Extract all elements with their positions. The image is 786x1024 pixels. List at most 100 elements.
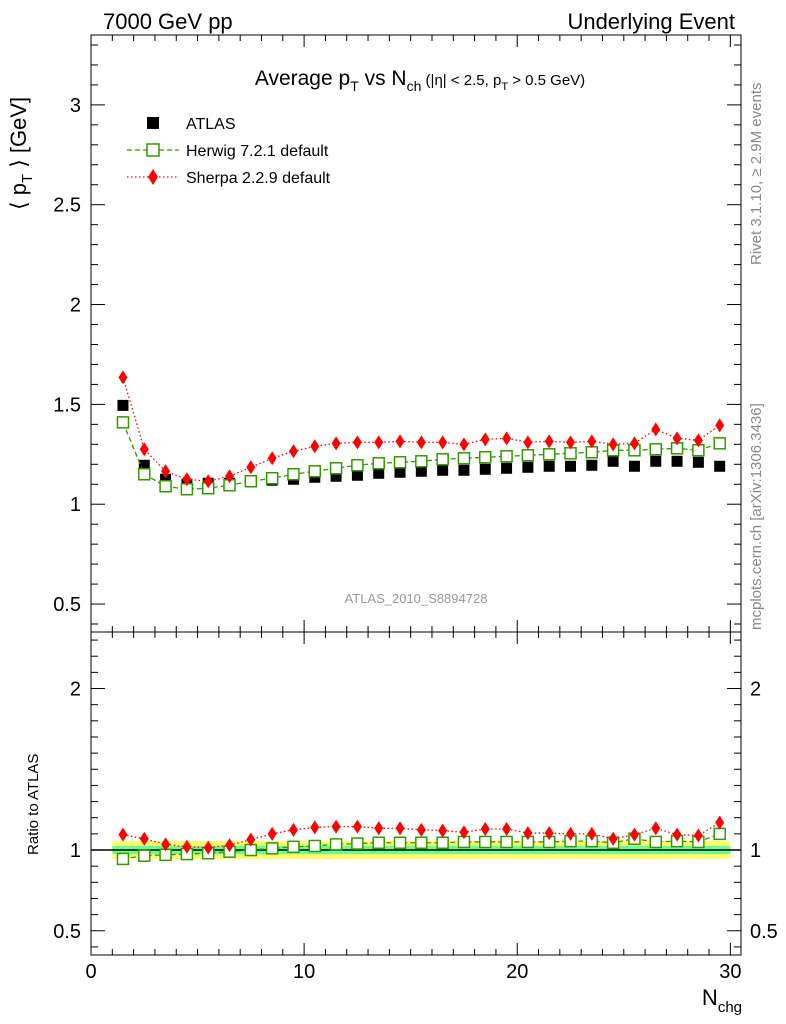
data-point (329, 838, 343, 851)
ratio-y-tick-label: 0.5 (53, 921, 81, 943)
top-yticklabels: 0.5 1 1.5 2 2.5 3 (53, 95, 81, 616)
data-point (436, 453, 449, 466)
data-point (521, 449, 535, 462)
data-point (138, 849, 151, 862)
data-point (265, 842, 279, 855)
y-tick-label: 2 (70, 295, 81, 317)
data-point (438, 435, 448, 450)
data-point (415, 836, 428, 850)
data-point (351, 469, 363, 481)
data-point (479, 463, 491, 475)
data-point (416, 822, 426, 837)
x-axis-label: Nchg (702, 985, 742, 1016)
analysis-watermark: ATLAS_2010_S8894728 (345, 591, 488, 606)
ratio-panel: 0.5 0.5 1 1 2 2 (53, 631, 778, 956)
ratio-ticks (90, 632, 741, 955)
ylabel-ratio: Ratio to ATLAS (25, 754, 42, 855)
data-point (116, 416, 130, 429)
data-point (522, 461, 534, 473)
data-point (693, 828, 703, 843)
data-point (372, 836, 385, 850)
data-point (715, 815, 725, 830)
mcplots-label: mcplots.cern.ch [arXiv:1306.3436] (748, 403, 765, 630)
data-point (394, 466, 406, 478)
data-point (182, 472, 192, 487)
data-point (607, 455, 619, 467)
data-point (203, 474, 213, 489)
data-point (628, 460, 640, 472)
y-tick-label: 1.5 (53, 394, 81, 416)
data-point (331, 819, 341, 834)
legend-herwig-label: Herwig 7.2.1 default (186, 143, 329, 160)
data-point (438, 823, 448, 838)
data-point (244, 475, 258, 488)
data-point (161, 837, 171, 852)
data-point (203, 840, 213, 855)
data-point (139, 831, 149, 846)
legend-sherpa-marker (148, 169, 158, 185)
data-point (352, 435, 362, 450)
ratio-y-tick-label: 1 (70, 840, 81, 862)
data-point (351, 459, 364, 472)
data-point (608, 831, 618, 846)
data-point (564, 447, 577, 460)
data-point (713, 827, 726, 841)
data-point (649, 835, 663, 849)
data-point (544, 826, 554, 841)
data-point (714, 460, 726, 472)
data-point (608, 437, 618, 452)
legend-atlas-marker (147, 117, 159, 129)
data-point (672, 827, 682, 842)
data-point (587, 826, 597, 841)
data-point (416, 435, 426, 450)
legend-herwig-marker (146, 143, 160, 157)
data-point (500, 450, 513, 463)
data-point (672, 431, 682, 446)
rivet-label: Rivet 3.1.10, ≥ 2.9M events (748, 83, 765, 266)
data-point (502, 431, 512, 446)
data-point (372, 457, 385, 470)
ratio-y-tick-label-right: 2 (750, 679, 761, 701)
data-point (288, 822, 298, 837)
data-point (479, 835, 492, 849)
ratio-y-tick-label-right: 0.5 (750, 921, 778, 943)
data-point (457, 452, 471, 465)
data-point (267, 826, 277, 841)
legend: ATLAS Herwig 7.2.1 default Sherpa 2.2.9 … (127, 116, 331, 187)
data-point (225, 838, 235, 853)
data-point (587, 434, 597, 449)
data-point (651, 821, 661, 836)
data-point (138, 459, 150, 471)
data-point (329, 462, 343, 475)
data-point (585, 446, 599, 459)
data-point (542, 448, 556, 461)
plot-title: Average pT vs Nch (|η| < 2.5, pT > 0.5 G… (255, 67, 585, 94)
data-point (480, 822, 490, 837)
data-point (116, 852, 130, 866)
data-point (139, 442, 149, 457)
data-point (459, 825, 469, 840)
data-point (118, 370, 128, 385)
ratio-series (116, 815, 726, 866)
data-point (395, 434, 405, 449)
data-point (566, 435, 576, 450)
y-tick-label: 2.5 (53, 195, 81, 217)
data-point (523, 826, 533, 841)
x-tick-label: 0 (85, 961, 96, 983)
data-point (288, 444, 298, 459)
y-tick-label: 1 (70, 494, 81, 516)
data-point (671, 455, 683, 467)
data-point (246, 832, 256, 847)
data-point (586, 459, 598, 471)
data-point (436, 836, 449, 850)
top-ticks (90, 35, 741, 632)
top-panel: 0.5 1 1.5 2 2.5 3 Average pT vs Nch (|η| < 2.… (53, 34, 742, 633)
data-point (544, 434, 554, 449)
data-point (629, 827, 639, 842)
data-point (501, 462, 513, 474)
ylabel-top: ⟨ pT ⟩ [GeV] (6, 97, 36, 210)
legend-atlas-label: ATLAS (186, 116, 236, 133)
data-point (395, 821, 405, 836)
top-series (116, 370, 726, 496)
data-point (437, 464, 449, 476)
